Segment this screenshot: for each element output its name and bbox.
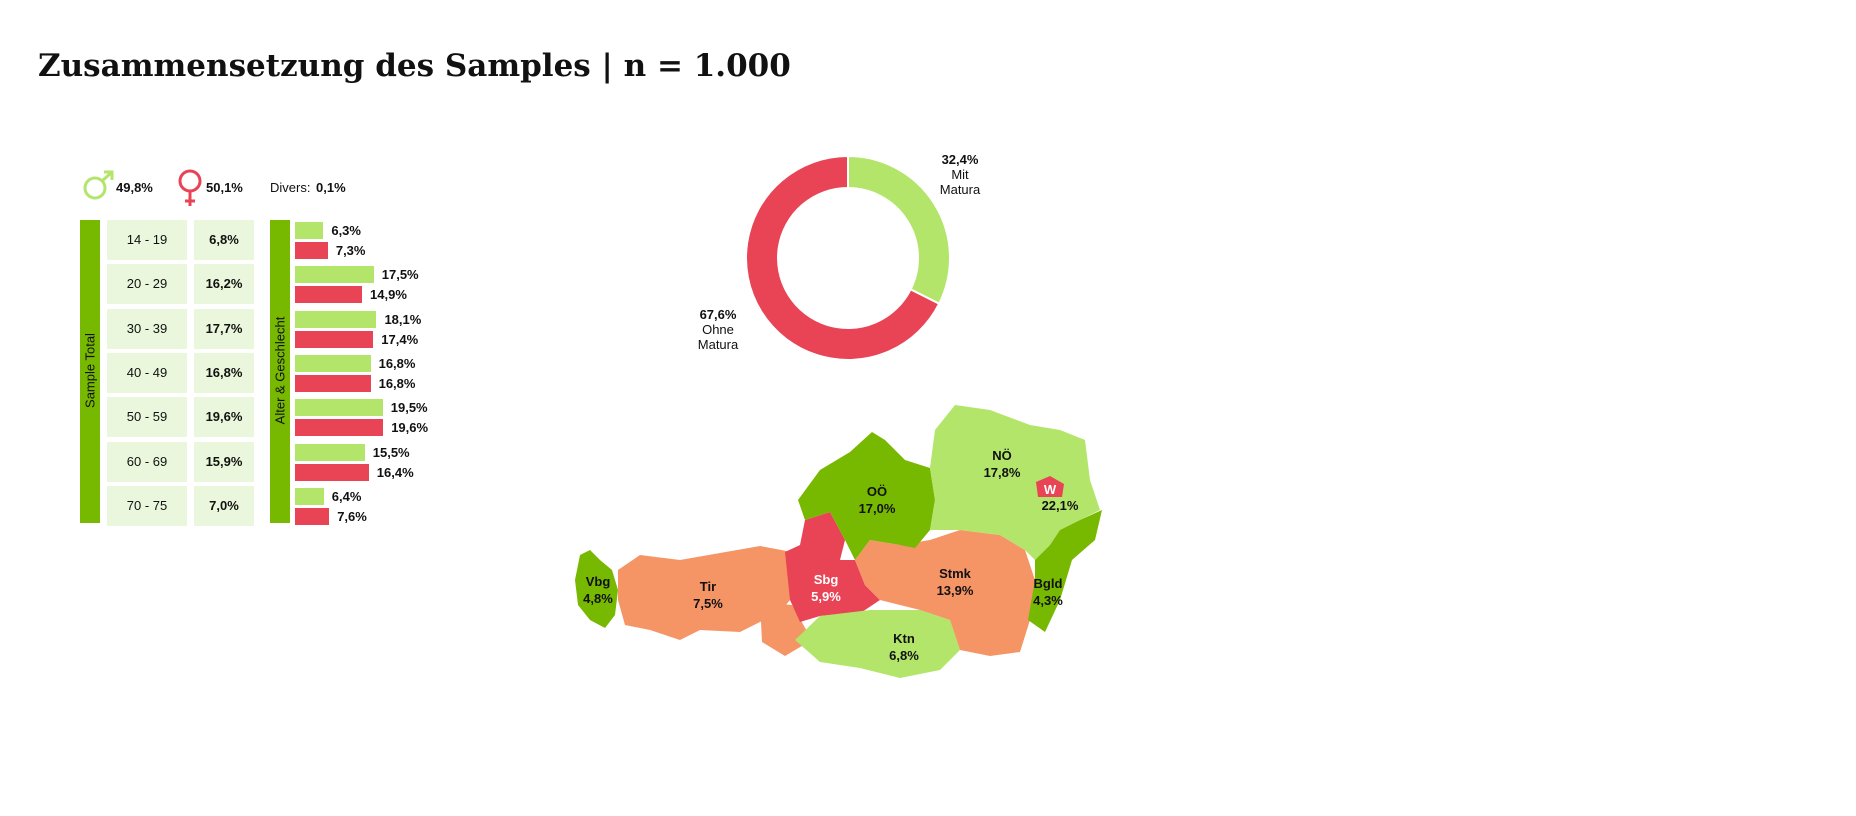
map-region-sbg[interactable] <box>785 512 880 622</box>
age-total-cell: 16,8% <box>194 352 254 393</box>
age-total-cell: 7,0% <box>194 485 254 526</box>
map-label-value: 22,1% <box>1041 498 1079 513</box>
male-share: 49,8% <box>116 180 153 195</box>
female-bar-label: 7,3% <box>335 243 366 258</box>
male-bar-label: 6,4% <box>331 488 362 504</box>
female-bar <box>295 286 363 304</box>
age-group-cell: 40 - 49 <box>107 352 187 393</box>
age-group-cell: 14 - 19 <box>107 220 187 260</box>
donut-label-ohne: 67,6% Ohne Matura <box>697 307 739 352</box>
sample-total-bar <box>80 220 100 523</box>
male-bar <box>295 266 374 284</box>
female-bar <box>295 507 330 525</box>
female-bar <box>295 374 371 392</box>
male-bar <box>295 222 324 239</box>
age-total-cell: 17,7% <box>194 308 254 349</box>
female-bar <box>295 242 328 259</box>
donut-label-mit: 32,4% Mit Matura <box>939 152 981 197</box>
map-region-bgld[interactable] <box>1028 510 1102 632</box>
map-label-region: Vbg 4,8% <box>583 574 613 606</box>
map-region-tir[interactable] <box>618 546 800 640</box>
male-bar-label: 6,3% <box>331 223 361 238</box>
map-label-name: W <box>1043 482 1057 497</box>
female-bar-label: 16,8% <box>378 375 416 391</box>
male-bar-label: 15,5% <box>372 444 410 460</box>
donut-slice <box>745 154 941 361</box>
female-bar <box>295 330 374 348</box>
male-bar-label: 17,5% <box>381 267 419 283</box>
age-total-cell: 6,8% <box>194 220 254 260</box>
male-bar <box>295 487 324 505</box>
map-label-region: Stmk 13,9% <box>936 566 974 598</box>
age-group-cell: 70 - 75 <box>107 485 187 526</box>
map-label-region: OÖ 17,0% <box>858 484 896 516</box>
map-region-noe[interactable] <box>930 405 1100 560</box>
matura-donut-chart <box>745 154 951 361</box>
male-bar <box>295 399 383 417</box>
age-total-cell: 15,9% <box>194 441 254 482</box>
female-bar <box>295 463 369 481</box>
divers-label: Divers: <box>270 180 311 195</box>
map-label-region: Bgld 4,3% <box>1033 576 1063 608</box>
divers-share: 0,1% <box>316 180 346 195</box>
female-bar <box>295 419 384 437</box>
map-region-w[interactable] <box>1036 476 1064 497</box>
female-bar-label: 14,9% <box>370 287 407 303</box>
age-group-cell: 50 - 59 <box>107 397 187 438</box>
age-total-cell: 19,6% <box>194 397 254 438</box>
page-title: Zusammensetzung des Samples | n = 1.000 <box>38 48 791 84</box>
female-bar-label: 7,6% <box>337 508 367 524</box>
map-label-region: Tir 7,5% <box>693 579 723 611</box>
map-label-region: NÖ 17,8% <box>983 448 1021 480</box>
age-group-cell: 20 - 29 <box>107 264 187 305</box>
alter-geschlecht-bar <box>270 220 290 523</box>
female-share: 50,1% <box>206 180 243 195</box>
map-region-ktn[interactable] <box>795 610 960 678</box>
age-group-cell: 60 - 69 <box>107 441 187 482</box>
map-region-stmk[interactable] <box>855 530 1035 656</box>
male-bar <box>295 443 365 461</box>
female-bar-label: 17,4% <box>381 331 419 347</box>
male-bar-label: 19,5% <box>390 400 428 416</box>
male-symbol-icon <box>83 170 114 200</box>
female-bar-label: 16,4% <box>376 464 414 480</box>
male-bar <box>295 310 377 328</box>
female-symbol-icon <box>178 169 202 206</box>
male-bar-label: 18,1% <box>384 311 422 327</box>
map-region-vbg[interactable] <box>575 550 618 628</box>
male-bar-label: 16,8% <box>378 355 416 371</box>
map-label-region: Sbg 5,9% <box>811 572 841 604</box>
map-label-region: Ktn 6,8% <box>889 631 919 663</box>
age-total-cell: 16,2% <box>194 264 254 305</box>
female-bar-label: 19,6% <box>391 420 429 436</box>
age-group-cell: 30 - 39 <box>107 308 187 349</box>
male-bar <box>295 354 371 372</box>
map-region-ooe[interactable] <box>798 432 935 560</box>
